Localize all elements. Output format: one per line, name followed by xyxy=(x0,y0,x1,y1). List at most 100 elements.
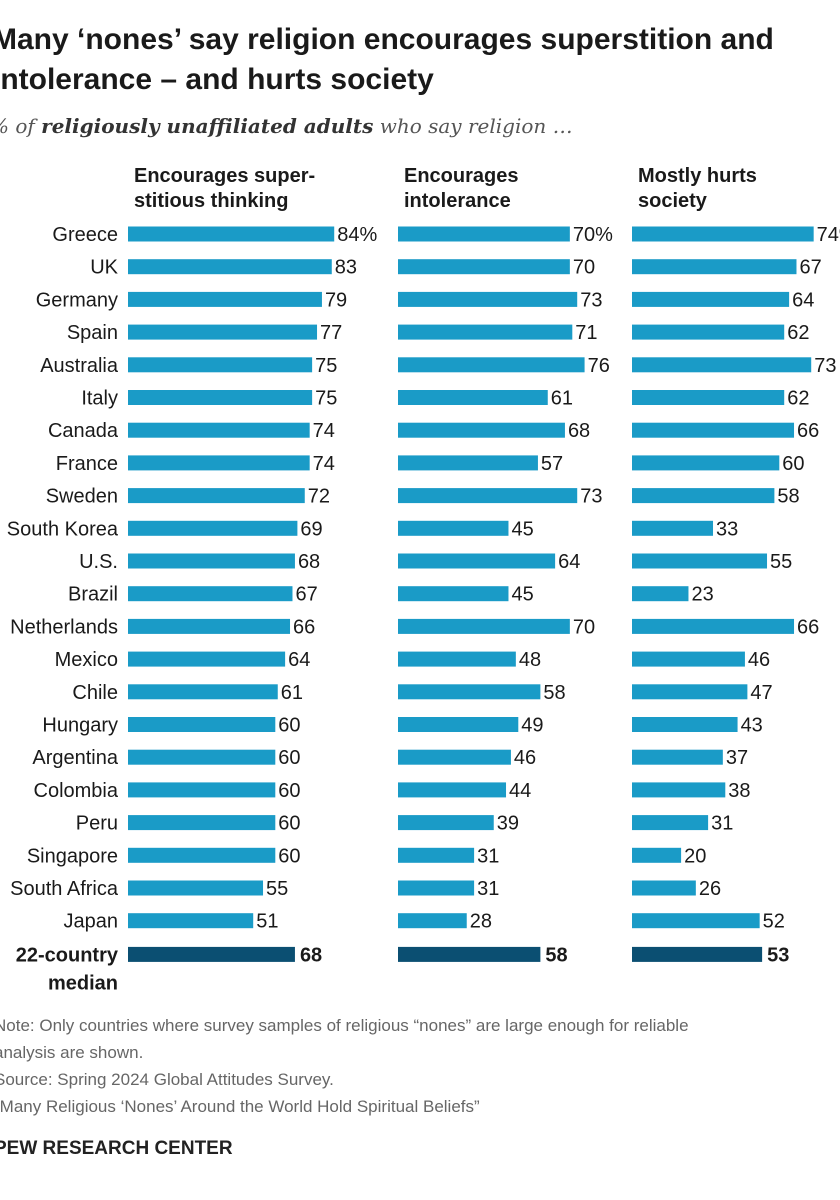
bar xyxy=(398,586,509,602)
country-label: Mexico xyxy=(55,649,118,671)
country-label: U.S. xyxy=(79,551,118,573)
chart-notes: Note: Only countries where survey sample… xyxy=(0,1012,689,1120)
bar-value-label: 49 xyxy=(521,715,543,737)
bar-value-label: 68 xyxy=(298,551,320,573)
bar xyxy=(398,488,578,504)
note-line-1: Note: Only countries where survey sample… xyxy=(0,1016,689,1035)
bar-value-label: 83 xyxy=(335,257,357,279)
bar-value-label: 60 xyxy=(782,453,804,475)
bar-value-label: 74 xyxy=(313,420,335,442)
bar xyxy=(398,651,516,667)
bar-value-label: 64 xyxy=(558,551,580,573)
bar xyxy=(632,618,795,634)
median-value-label: 58 xyxy=(545,944,567,966)
bar xyxy=(128,455,310,471)
bar xyxy=(128,847,276,863)
country-label: Brazil xyxy=(68,584,118,606)
bar-value-label: 73 xyxy=(580,486,602,508)
bar-value-label: 31 xyxy=(477,878,499,900)
bar-value-label: 66 xyxy=(797,420,819,442)
bar-value-label: 66 xyxy=(797,616,819,638)
chart-title-line-2: intolerance – and hurts society xyxy=(0,63,434,96)
median-bar xyxy=(632,946,763,962)
bar xyxy=(398,782,507,798)
median-bar xyxy=(398,946,541,962)
country-label: South Korea xyxy=(7,518,119,540)
bar xyxy=(128,488,305,504)
median-value-label: 53 xyxy=(767,944,789,966)
bar-value-label: 57 xyxy=(541,453,563,475)
country-label: Spain xyxy=(67,322,118,344)
bar xyxy=(398,422,565,438)
bar xyxy=(128,651,286,667)
bar-value-label: 61 xyxy=(281,682,303,704)
country-label: Italy xyxy=(81,388,118,410)
bar xyxy=(398,847,475,863)
bar-value-label: 43 xyxy=(741,715,763,737)
bar-value-label: 66 xyxy=(293,616,315,638)
bar-value-label: 64 xyxy=(792,289,814,311)
bar xyxy=(128,259,332,275)
bar-value-label: 64 xyxy=(288,649,310,671)
bar-value-label: 62 xyxy=(787,388,809,410)
median-bar xyxy=(128,946,295,962)
subtitle-suffix: who say religion … xyxy=(373,114,573,138)
country-label: Germany xyxy=(36,289,118,311)
bar-value-label: 74 xyxy=(313,453,335,475)
bar-value-label: 77 xyxy=(320,322,342,344)
bar-value-label: 69 xyxy=(300,518,322,540)
bar xyxy=(398,226,570,242)
bar-value-label: 51 xyxy=(256,911,278,933)
bar xyxy=(128,422,310,438)
bar-value-label: 47 xyxy=(750,682,772,704)
bar xyxy=(398,291,578,307)
country-label: Netherlands xyxy=(10,616,118,638)
bar-value-label: 70 xyxy=(573,257,595,279)
column-header-1-line-2: stitious thinking xyxy=(134,190,288,212)
bar xyxy=(398,618,570,634)
bar xyxy=(632,390,785,405)
bar xyxy=(128,717,276,732)
country-label: Sweden xyxy=(46,486,118,508)
bar xyxy=(398,815,494,831)
bar-value-label: 75 xyxy=(315,388,337,410)
bar xyxy=(632,782,726,798)
bar xyxy=(128,913,254,929)
bar xyxy=(128,880,264,896)
bar xyxy=(398,880,475,896)
bar-value-label: 52 xyxy=(763,911,785,933)
bar xyxy=(398,913,467,929)
bar-value-label: 60 xyxy=(278,813,300,835)
column-header-2-line-2: intolerance xyxy=(404,190,511,212)
chart-subtitle: % of religiously unaffiliated adults who… xyxy=(0,114,573,138)
bar xyxy=(632,586,689,602)
subtitle-prefix: % of xyxy=(0,114,35,138)
bar-value-label: 60 xyxy=(278,845,300,867)
bar-value-label: 74% xyxy=(817,224,840,246)
bar xyxy=(398,324,573,340)
bar xyxy=(632,717,738,732)
country-label: Hungary xyxy=(42,715,118,737)
note-line-2: analysis are shown. xyxy=(0,1043,144,1062)
bar-value-label: 28 xyxy=(470,911,492,933)
bar xyxy=(632,913,760,929)
country-label: Canada xyxy=(48,420,119,442)
bar xyxy=(128,618,291,634)
country-label: Australia xyxy=(40,355,119,377)
subtitle-emphasis: religiously unaffiliated adults xyxy=(41,114,374,138)
bar xyxy=(632,520,714,536)
bar xyxy=(398,684,541,700)
bar-value-label: 60 xyxy=(278,747,300,769)
bar xyxy=(128,520,298,536)
country-label: Chile xyxy=(72,682,118,704)
bar-value-label: 46 xyxy=(748,649,770,671)
bar xyxy=(398,259,570,275)
bar-value-label: 72 xyxy=(308,486,330,508)
bar-value-label: 44 xyxy=(509,780,531,802)
bar xyxy=(128,324,318,340)
bar xyxy=(128,782,276,798)
country-label: UK xyxy=(90,257,118,279)
bar xyxy=(632,291,790,307)
bar-value-label: 20 xyxy=(684,845,706,867)
bar-value-label: 75 xyxy=(315,355,337,377)
